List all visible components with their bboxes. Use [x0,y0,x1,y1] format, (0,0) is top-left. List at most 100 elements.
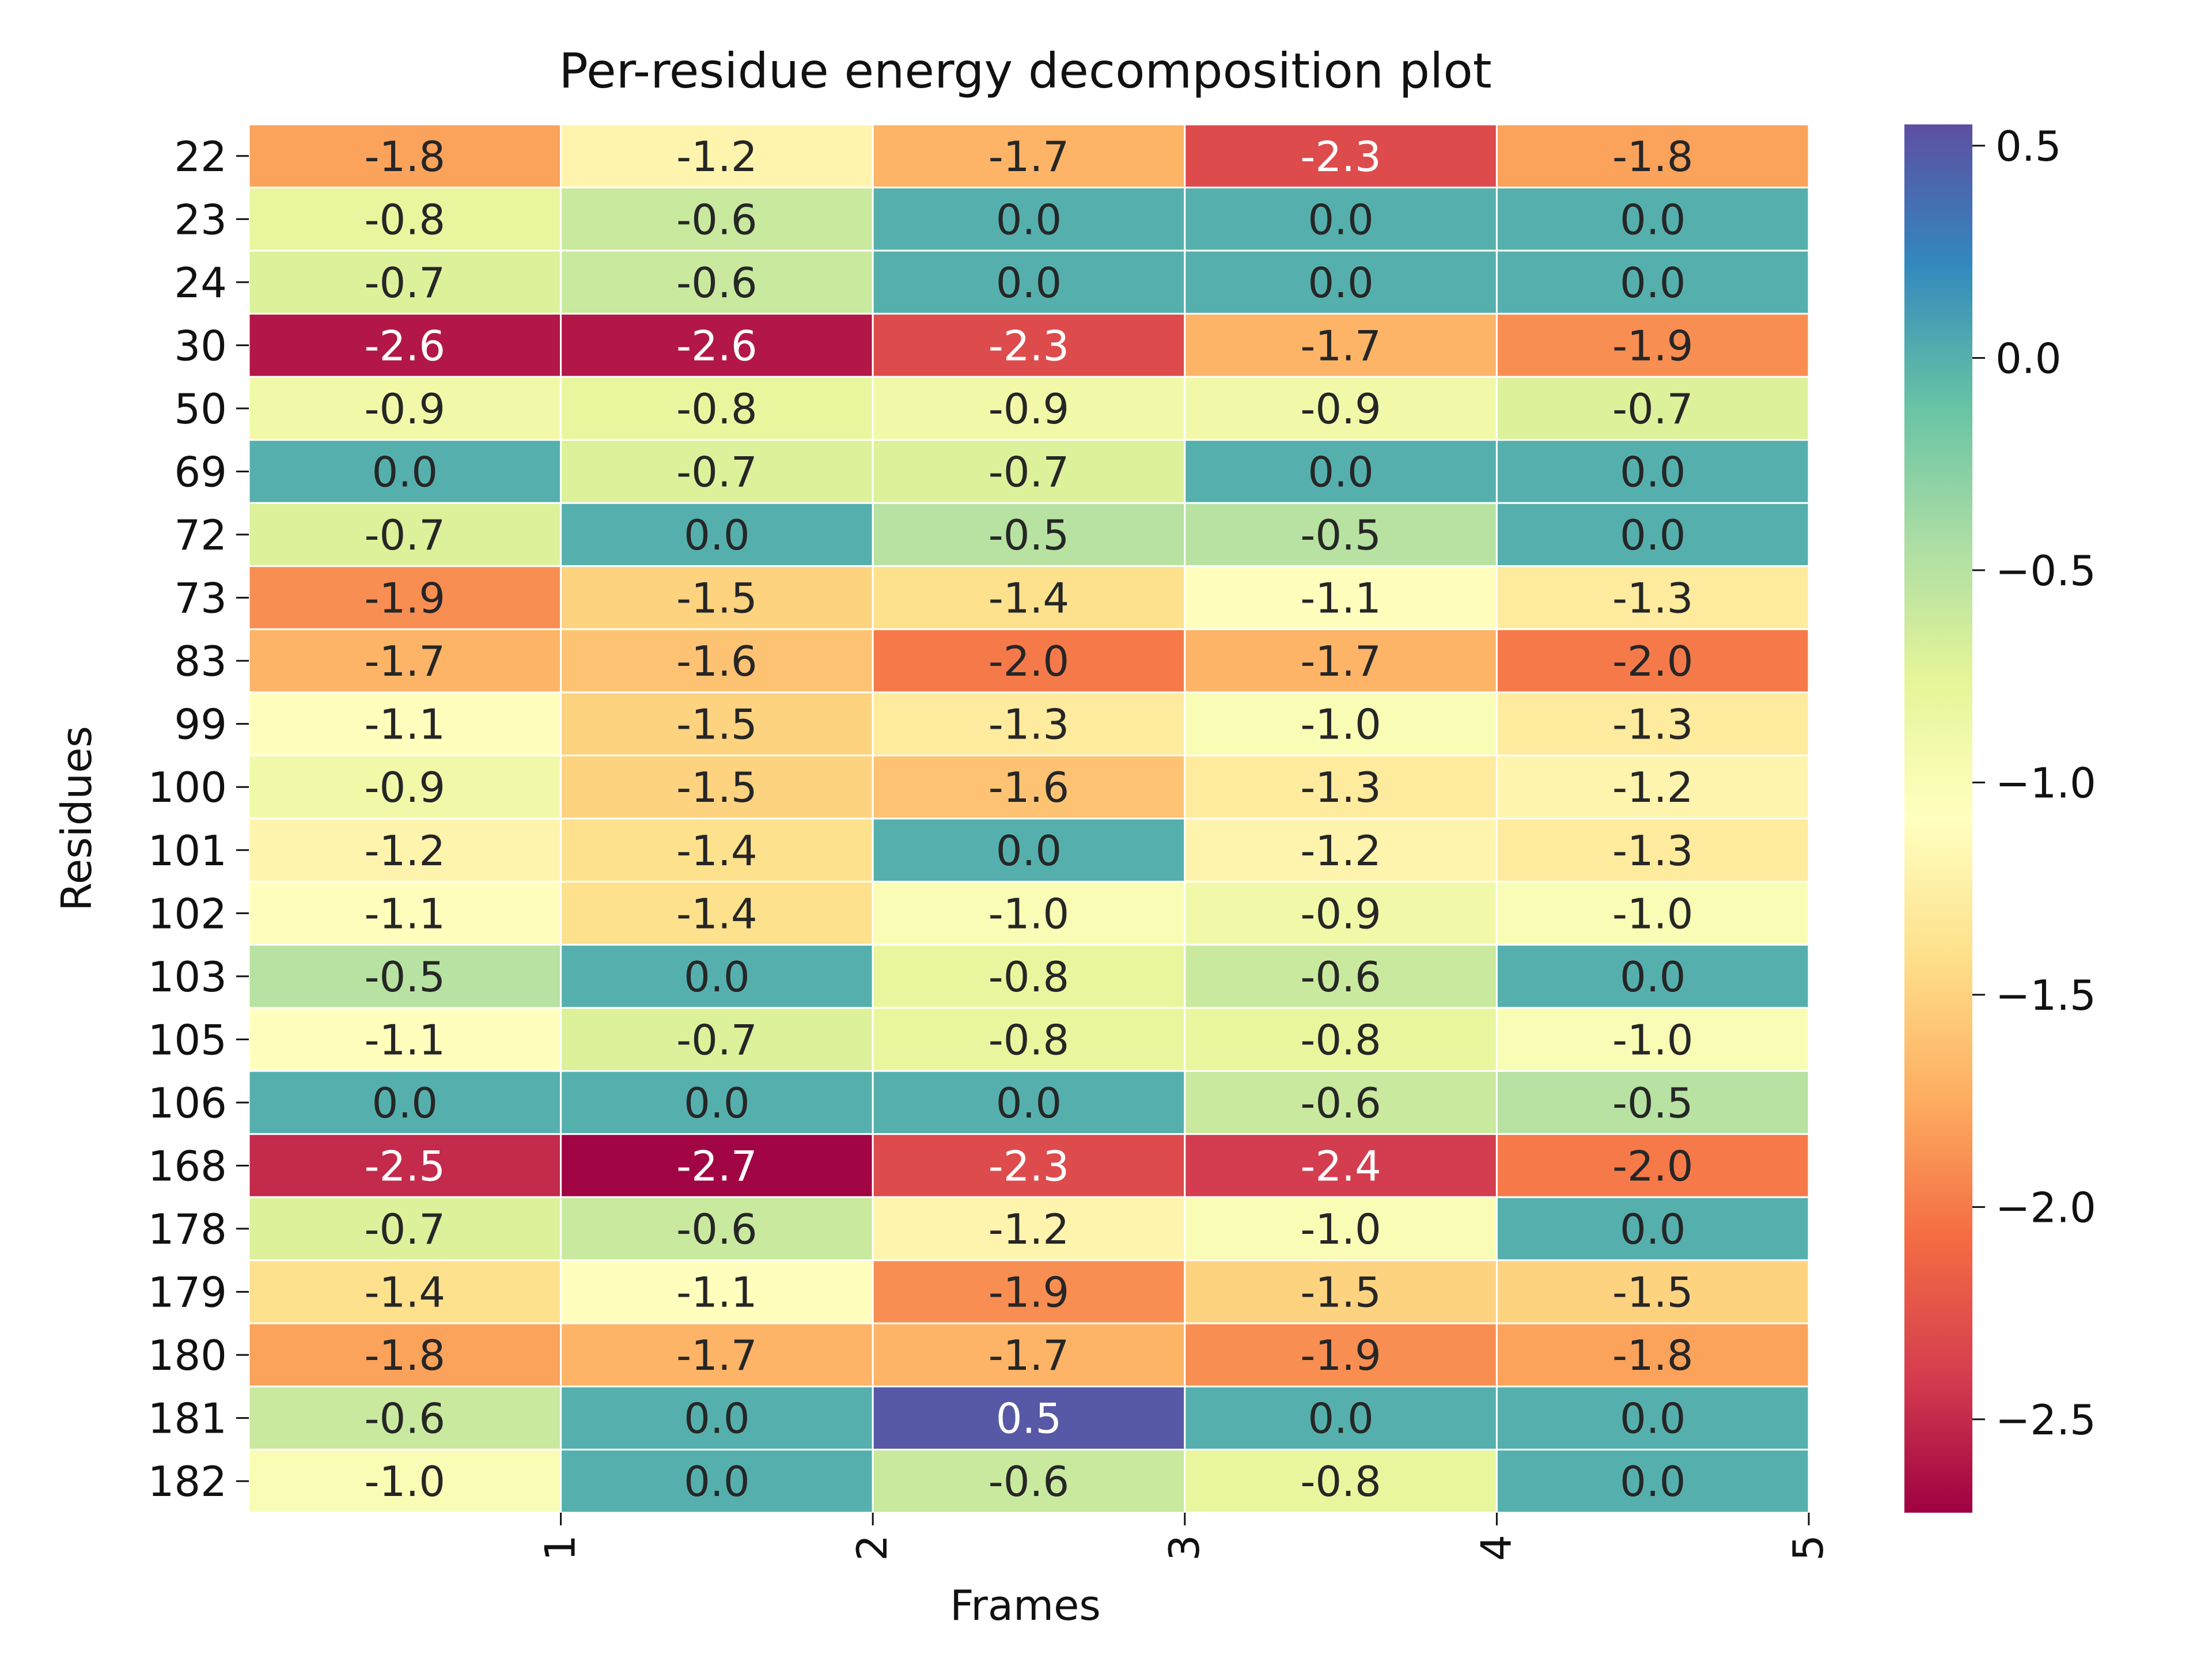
heatmap-cell [560,1196,874,1262]
x-tick-label: 5 [1784,1535,1832,1561]
cell-value-label: -1.6 [676,637,757,685]
y-axis-label: Residues [52,726,101,911]
heatmap-cell [872,313,1186,378]
cell-value-label: 0.0 [1620,953,1686,1001]
cell-value-label: 0.0 [996,259,1062,307]
cell-value-label: -0.6 [988,1457,1069,1506]
heatmap-cell [1184,313,1498,378]
cell-value-label: -1.8 [1612,1331,1693,1380]
heatmap-cell [1495,1322,1810,1388]
cell-value-label: -0.9 [1300,385,1381,433]
cell-value-label: -0.6 [365,1395,445,1443]
cell-value-label: 0.0 [1620,1457,1686,1506]
cell-value-label: 0.0 [1308,259,1374,307]
cell-value-label: -1.4 [676,889,757,938]
cell-value-label: -1.7 [1300,637,1381,685]
cell-value-label: -2.0 [1612,637,1693,685]
heatmap-cell [872,123,1186,189]
cell-value-label: 0.0 [684,511,750,559]
heatmap-cell [1495,881,1810,946]
heatmap-cell [248,1259,562,1324]
cell-value-label: -0.9 [988,385,1069,433]
cell-value-label: -0.7 [988,448,1069,497]
heatmap-cell [560,1007,874,1072]
heatmap-cell [1184,1385,1498,1450]
cell-value-label: -1.5 [676,700,757,749]
cell-value-label: -2.6 [676,321,757,370]
cell-value-label: -1.9 [365,574,445,623]
cell-value-label: -1.7 [988,132,1069,181]
heatmap-cell [872,691,1186,756]
heatmap-cell [1495,691,1810,756]
cell-value-label: -1.8 [1612,132,1693,181]
cell-value-label: -2.3 [988,1142,1069,1191]
heatmap-cell [1184,1196,1498,1262]
cell-value-label: 0.0 [996,1079,1062,1127]
colorbar-tick-label: −1.5 [1995,971,2096,1020]
cell-value-label: -0.8 [1300,1016,1381,1064]
heatmap-cell [1184,754,1498,820]
heatmap-cell [1495,1196,1810,1262]
heatmap-cell [248,1070,562,1135]
cell-value-label: 0.0 [372,448,438,497]
cell-value-label: -1.5 [1612,1268,1693,1317]
heatmap-cell [560,249,874,315]
cell-value-label: -1.5 [1300,1268,1381,1317]
y-tick-label: 106 [148,1079,227,1127]
heatmap-cell [1495,1385,1810,1450]
heatmap-cell [1495,187,1810,252]
cell-value-label: -0.8 [1300,1457,1381,1506]
cell-value-label: -1.9 [988,1268,1069,1317]
cell-value-label: 0.0 [684,953,750,1001]
heatmap-cell [248,502,562,567]
cell-value-label: -0.9 [365,385,445,433]
heatmap-cell [560,691,874,756]
heatmap-cell [1495,944,1810,1009]
heatmap-cell [1184,439,1498,504]
cell-value-label: -1.8 [365,132,445,181]
heatmap-cell [872,1322,1186,1388]
heatmap-cell [560,313,874,378]
y-tick-label: 102 [148,889,227,938]
cell-value-label: 0.0 [1620,1205,1686,1253]
cell-value-label: 0.5 [996,1395,1062,1443]
colorbar-gradient [1904,124,1972,1513]
heatmap-cell [872,439,1186,504]
cell-value-label: 0.0 [684,1457,750,1506]
y-tick-label: 182 [148,1457,227,1506]
cell-value-label: -1.1 [365,889,445,938]
cell-value-label: -1.0 [988,889,1069,938]
y-tick-label: 105 [148,1016,227,1064]
cell-value-label: -1.2 [365,827,445,875]
colorbar-tick-label: −0.5 [1995,547,2096,595]
heatmap-cell [872,1196,1186,1262]
heatmap-cell [1184,1133,1498,1198]
heatmap-cell [560,565,874,630]
cell-value-label: -1.1 [676,1268,757,1317]
cell-value-label: -0.5 [988,511,1069,559]
cell-value-label: 0.0 [684,1079,750,1127]
colorbar-tick-label: −2.0 [1995,1183,2096,1232]
heatmap-cell [560,1133,874,1198]
cell-value-label: -1.4 [988,574,1069,623]
cell-value-label: -1.7 [988,1331,1069,1380]
heatmap-cell [1495,628,1810,694]
heatmap-cell [1495,565,1810,630]
cell-value-label: 0.0 [1308,195,1374,244]
x-axis: 1 2 3 4 5 [536,1513,1832,1561]
cell-value-label: -0.8 [676,385,757,433]
cell-value-label: -1.1 [365,700,445,749]
cell-value-label: -1.2 [1300,827,1381,875]
heatmap-cell [1495,754,1810,820]
heatmap-cell [1495,1133,1810,1198]
heatmap-cell [248,123,562,189]
heatmap-cell [560,1385,874,1450]
heatmap-cell [1184,249,1498,315]
heatmap-cell [248,565,562,630]
heatmap-cells [248,123,1810,1514]
cell-value-label: -2.6 [365,321,445,370]
heatmap-cell [872,1385,1186,1450]
cell-value-label: -2.4 [1300,1142,1381,1191]
cell-value-label: -1.0 [1300,1205,1381,1253]
cell-value-label: -0.8 [988,953,1069,1001]
